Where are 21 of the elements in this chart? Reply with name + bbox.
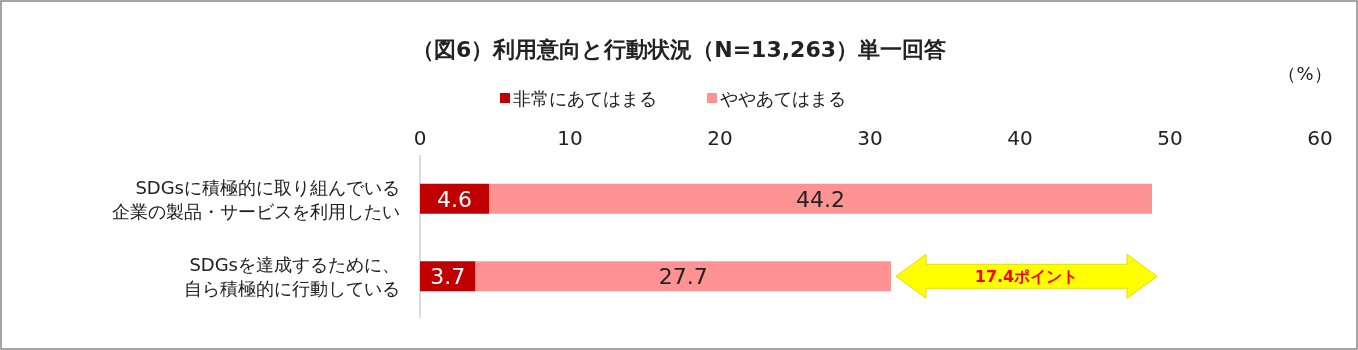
chart-title: （図6）利用意向と行動状況（N=13,263）単一回答 (411, 37, 947, 62)
bar (475, 261, 891, 292)
bar (420, 261, 476, 292)
data-label: 3.7 (430, 264, 466, 290)
data-label: 27.7 (658, 264, 708, 290)
x-tick-label: 10 (557, 126, 583, 150)
bar (489, 183, 1152, 214)
x-axis-title: （%） (1278, 63, 1332, 84)
x-tick-label: 20 (707, 126, 733, 150)
x-tick-label: 60 (1307, 126, 1333, 150)
y-tick-label: SDGsを達成するために、自ら積極的に行動している (184, 254, 400, 300)
data-label: 4.6 (437, 186, 472, 212)
x-tick-label: 30 (857, 126, 883, 150)
annotation: 17.4ポイント (974, 267, 1079, 287)
x-tick-label: 50 (1157, 126, 1183, 150)
x-tick-label: 40 (1007, 126, 1033, 150)
legend-label: 非常にあてはまる (513, 88, 657, 109)
legend-label: ややあてはまる (720, 88, 846, 109)
y-tick-label: SDGsに積極的に取り組んでいる企業の製品・サービスを利用したい (112, 176, 400, 222)
data-label: 44.2 (796, 186, 845, 212)
x-tick-label: 0 (413, 126, 427, 150)
